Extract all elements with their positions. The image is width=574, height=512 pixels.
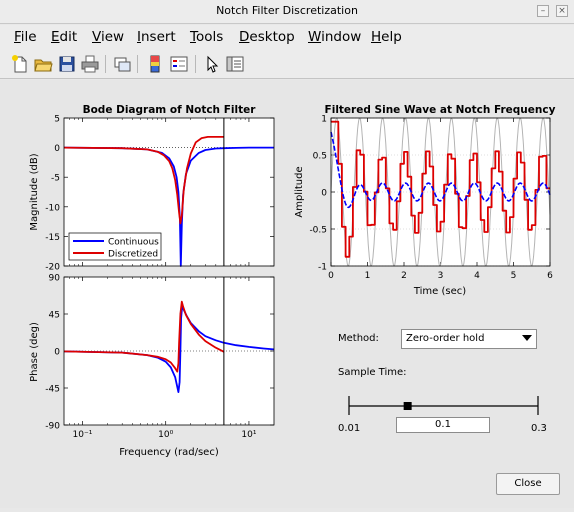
sample-time-input[interactable]: 0.1 xyxy=(396,417,490,433)
magnitude-legend: Continuous Discretized xyxy=(68,232,162,261)
open-folder-icon[interactable] xyxy=(33,54,53,74)
magnitude-ytick-label: 0 xyxy=(54,144,60,154)
close-window-icon[interactable]: × xyxy=(556,5,568,17)
sine-axes-frame xyxy=(330,117,551,267)
close-button[interactable]: Close xyxy=(496,473,560,495)
method-dropdown[interactable]: Zero-order hold xyxy=(401,329,537,349)
sine-ytick-label: 0.5 xyxy=(313,152,327,162)
sine-ylabel: Amplitude xyxy=(294,166,305,217)
sine-xtick-label: 5 xyxy=(511,271,517,281)
method-dropdown-value: Zero-order hold xyxy=(406,333,485,344)
magnitude-series-discretized xyxy=(63,136,224,225)
phase-xtick-label: 10⁻¹ xyxy=(73,430,93,440)
phase-ytick-label: -90 xyxy=(45,422,60,432)
sine-xtick-label: 6 xyxy=(547,271,553,281)
colorbar-icon[interactable] xyxy=(145,54,165,74)
menu-label-rest: ools xyxy=(195,29,224,45)
menu-mnemonic: T xyxy=(190,29,196,45)
magnitude-ytick-label: 5 xyxy=(54,115,60,125)
sine-xtick-label: 1 xyxy=(365,271,371,281)
sine-ytick-label: 0 xyxy=(321,189,327,199)
menu-label-rest: ile xyxy=(20,29,37,45)
chevron-down-icon xyxy=(522,335,532,341)
menu-mnemonic: V xyxy=(92,29,101,45)
phase-xtick-label: 10⁰ xyxy=(158,430,173,440)
sine-ytick-label: -1 xyxy=(318,263,327,273)
menu-mnemonic: I xyxy=(137,29,141,45)
pointer-icon[interactable] xyxy=(202,54,222,74)
menu-label-rest: nsert xyxy=(140,29,176,45)
menu-desktop[interactable]: Desktop xyxy=(239,29,295,45)
menu-help[interactable]: Help xyxy=(371,29,402,45)
menu-mnemonic: F xyxy=(14,29,21,45)
phase-axes-frame xyxy=(63,276,275,426)
method-label: Method: xyxy=(338,333,379,344)
menu-window[interactable]: Window xyxy=(308,29,361,45)
magnitude-ytick-label: -10 xyxy=(45,203,60,213)
menu-bar: File Edit View Insert Tools Desktop Window Help xyxy=(0,25,574,49)
toolbar-separator xyxy=(195,55,196,73)
menu-label-rest: elp xyxy=(381,29,402,45)
print-icon[interactable] xyxy=(80,54,100,74)
slider-min-label: 0.01 xyxy=(338,423,361,434)
menu-view[interactable]: View xyxy=(92,29,124,45)
minimize-icon[interactable]: – xyxy=(537,5,549,17)
menu-tools[interactable]: Tools xyxy=(190,29,223,45)
menu-label-rest: esktop xyxy=(249,29,295,45)
sine-ytick-label: 1 xyxy=(321,115,327,125)
phase-xtick-label: 10¹ xyxy=(241,430,256,440)
magnitude-title: Bode Diagram of Notch Filter xyxy=(83,104,257,116)
phase-ytick-label: 90 xyxy=(49,274,61,284)
new-file-icon[interactable] xyxy=(10,54,30,74)
sine-series-continuous xyxy=(330,131,551,209)
sine-xtick-label: 3 xyxy=(438,271,444,281)
save-icon[interactable] xyxy=(57,54,77,74)
window-title: Notch Filter Discretization xyxy=(216,4,358,17)
link-icon[interactable] xyxy=(112,54,132,74)
sine-xtick-label: 4 xyxy=(474,271,480,281)
sine-ytick-label: -0.5 xyxy=(309,226,327,236)
figure-canvas: 5 0 -5 -10 -15 -20 Bode Diagram of Notch Filte… xyxy=(0,80,574,508)
toolbar-separator xyxy=(105,55,106,73)
magnitude-ylabel: Magnitude (dB) xyxy=(29,153,40,230)
toolbar-separator xyxy=(137,55,138,73)
menu-insert[interactable]: Insert xyxy=(137,29,176,45)
sine-xtick-label: 0 xyxy=(328,271,334,281)
legend-label-continuous: Continuous xyxy=(108,238,159,248)
phase-xlabel: Frequency (rad/sec) xyxy=(119,447,219,458)
menu-label-rest: dit xyxy=(59,29,78,45)
slider-max-label: 0.3 xyxy=(531,423,547,434)
phase-series-discretized xyxy=(63,300,225,373)
magnitude-ytick-label: -15 xyxy=(45,233,60,243)
sine-xlabel: Time (sec) xyxy=(413,286,466,297)
property-editor-icon[interactable] xyxy=(225,54,245,74)
magnitude-axes-frame xyxy=(63,117,275,267)
legend-label-discretized: Discretized xyxy=(108,250,158,260)
menu-mnemonic: D xyxy=(239,29,250,45)
legend-box xyxy=(68,232,162,261)
menu-label-rest: iew xyxy=(100,29,125,45)
menu-edit[interactable]: Edit xyxy=(51,29,77,45)
legend-icon[interactable] xyxy=(169,54,189,74)
menu-file[interactable]: File xyxy=(14,29,37,45)
phase-ytick-label: 45 xyxy=(49,311,60,321)
sine-series-discretized xyxy=(331,120,550,258)
title-bar: Notch Filter Discretization – × xyxy=(0,0,574,24)
menu-mnemonic: E xyxy=(51,29,60,45)
phase-ytick-label: 0 xyxy=(54,348,60,358)
sine-xtick-label: 2 xyxy=(401,271,407,281)
sine-title: Filtered Sine Wave at Notch Frequency xyxy=(325,104,556,116)
toolbar xyxy=(0,49,574,79)
menu-mnemonic: W xyxy=(308,29,322,45)
magnitude-ytick-label: -5 xyxy=(51,174,60,184)
magnitude-ytick-label: -20 xyxy=(45,263,60,273)
sample-time-label: Sample Time: xyxy=(338,367,407,378)
menu-label-rest: indow xyxy=(321,29,362,45)
phase-ytick-label: -45 xyxy=(45,385,60,395)
phase-ylabel: Phase (deg) xyxy=(29,322,40,382)
menu-mnemonic: H xyxy=(371,29,382,45)
